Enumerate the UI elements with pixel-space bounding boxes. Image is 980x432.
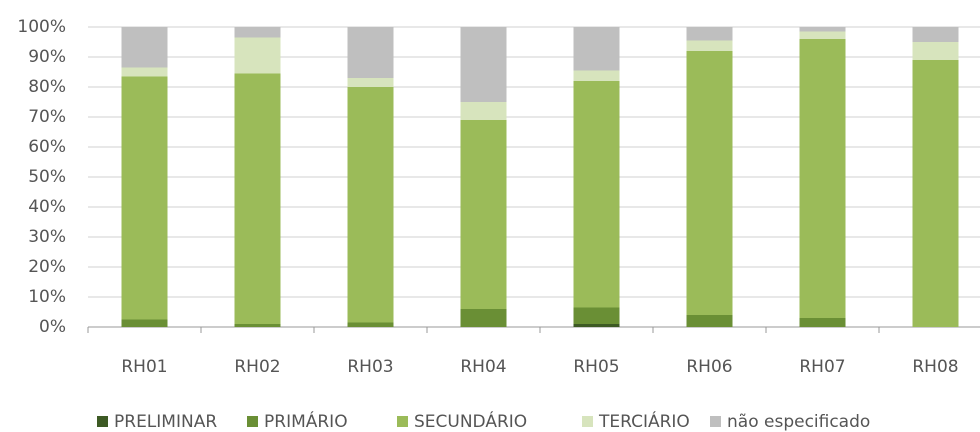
x-tick-label: RH05: [573, 357, 619, 377]
bar-segment: [799, 27, 846, 32]
bar-segment: [573, 324, 620, 327]
y-tick-label: 40%: [28, 197, 66, 217]
bar-segment: [234, 37, 281, 74]
bar-segment: [347, 78, 394, 87]
y-tick-label: 0%: [39, 317, 66, 337]
y-tick-label: 100%: [17, 17, 66, 37]
bar-segment: [573, 307, 620, 324]
bar-segment: [799, 39, 846, 318]
legend-swatch: [710, 416, 721, 427]
bar-segment: [460, 120, 507, 309]
bar-segment: [799, 31, 846, 39]
bar-segment: [121, 319, 168, 327]
y-tick-label: 50%: [28, 167, 66, 187]
bar-segment: [686, 27, 733, 41]
x-tick-label: RH02: [234, 357, 280, 377]
bar-segment: [460, 27, 507, 102]
bar-segment: [912, 42, 959, 60]
x-tick-label: RH01: [121, 357, 167, 377]
x-tick-label: RH07: [799, 357, 845, 377]
y-tick-label: 30%: [28, 227, 66, 247]
legend-swatch: [247, 416, 258, 427]
legend-label: TERCIÁRIO: [598, 410, 690, 432]
x-tick-label: RH03: [347, 357, 393, 377]
bar-segment: [686, 315, 733, 327]
bar-segment: [460, 102, 507, 120]
y-tick-label: 90%: [28, 47, 66, 67]
bar-segment: [121, 67, 168, 77]
bar-segment: [912, 60, 959, 327]
bar-segment: [347, 27, 394, 78]
bar-segment: [799, 318, 846, 327]
y-tick-label: 70%: [28, 107, 66, 127]
bar-segment: [234, 324, 281, 327]
bar-segment: [347, 87, 394, 323]
x-tick-label: RH04: [460, 357, 506, 377]
legend-swatch: [97, 416, 108, 427]
bar-segment: [121, 76, 168, 320]
legend-label: SECUNDÁRIO: [414, 410, 527, 432]
y-tick-label: 80%: [28, 77, 66, 97]
legend-label: não especificado: [727, 412, 870, 432]
legend-label: PRIMÁRIO: [264, 410, 348, 432]
bar-segment: [460, 309, 507, 327]
legend-label: PRELIMINAR: [114, 412, 217, 432]
legend-swatch: [582, 416, 593, 427]
bar-segment: [686, 51, 733, 315]
y-tick-label: 60%: [28, 137, 66, 157]
bar-segment: [234, 27, 281, 38]
y-tick-label: 10%: [28, 287, 66, 307]
bar-segment: [573, 81, 620, 308]
y-tick-label: 20%: [28, 257, 66, 277]
legend-swatch: [397, 416, 408, 427]
bar-segment: [573, 27, 620, 71]
bar-segment: [912, 27, 959, 42]
bar-segment: [234, 73, 281, 324]
x-tick-label: RH06: [686, 357, 732, 377]
x-tick-label: RH08: [912, 357, 958, 377]
bar-segment: [121, 27, 168, 68]
bar-segment: [347, 322, 394, 327]
bar-segment: [686, 40, 733, 51]
bar-segment: [573, 70, 620, 81]
